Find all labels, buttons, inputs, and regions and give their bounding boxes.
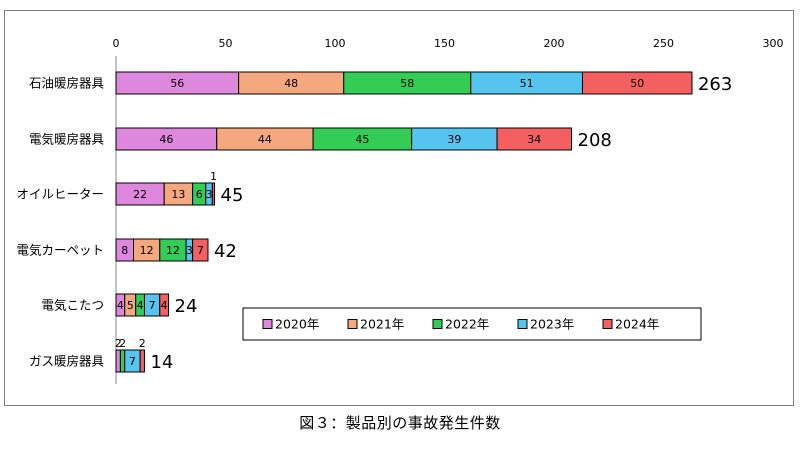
- segment-value-label: 46: [159, 133, 173, 146]
- segment-value-label: 12: [140, 244, 154, 257]
- segment-value-label: 58: [400, 77, 414, 90]
- bar-segment: [119, 349, 126, 373]
- category-label: 電気暖房器具: [29, 132, 105, 147]
- x-axis: 0 50 100 150 200 250 300: [113, 37, 784, 384]
- x-tick-label: 150: [434, 37, 455, 50]
- figure-caption: 図３：製品別の事故発生件数: [299, 414, 501, 432]
- legend-swatch: [517, 319, 528, 329]
- total-value-label: 208: [578, 130, 612, 151]
- legend: 2020年 2021年 2022年 2023年 2024年: [242, 307, 702, 341]
- segment-value-label: 1: [210, 170, 217, 183]
- segment-value-label: 2: [139, 337, 146, 350]
- segment-value-label: 4: [161, 299, 168, 312]
- segment-value-label: 2: [115, 337, 122, 350]
- x-tick-label: 50: [219, 37, 233, 50]
- legend-swatch: [432, 319, 443, 329]
- total-value-label: 24: [175, 296, 198, 317]
- category-label: ガス暖房器具: [29, 354, 105, 369]
- legend-swatch: [602, 319, 613, 329]
- bar-segment: [211, 182, 216, 206]
- x-tick-label: 100: [325, 37, 346, 50]
- category-label: 電気カーペット: [16, 243, 104, 258]
- legend-box: [242, 307, 702, 341]
- segment-value-label: 3: [186, 244, 193, 257]
- total-value-label: 14: [150, 352, 173, 373]
- segment-value-label: 7: [149, 299, 156, 312]
- segment-value-label: 2: [119, 337, 126, 350]
- x-tick-label: 250: [653, 37, 674, 50]
- segment-value-label: 44: [258, 133, 272, 146]
- legend-entry: 2021年: [360, 317, 404, 332]
- total-value-label: 263: [698, 74, 732, 95]
- segment-value-label: 4: [137, 299, 144, 312]
- segment-value-label: 56: [170, 77, 184, 90]
- bar-segment: [139, 349, 145, 373]
- segment-value-label: 7: [197, 244, 204, 257]
- x-tick-label: 0: [113, 37, 120, 50]
- bar-segment: [581, 71, 693, 95]
- category-label: 石油暖房器具: [29, 76, 105, 91]
- segment-value-label: 8: [121, 244, 128, 257]
- segment-value-label: 13: [171, 188, 185, 201]
- bar-segment: [115, 349, 121, 373]
- segment-value-label: 3: [206, 188, 213, 201]
- total-value-label: 45: [221, 185, 244, 206]
- segment-value-label: 50: [630, 77, 644, 90]
- category-label: オイルヒーター: [16, 187, 104, 202]
- legend-entry: 2022年: [445, 317, 489, 332]
- legend-entry: 2024年: [615, 317, 659, 332]
- legend-entry: 2020年: [275, 317, 319, 332]
- segment-value-label: 39: [447, 133, 461, 146]
- bar-segment: [496, 127, 573, 151]
- segment-value-label: 12: [166, 244, 180, 257]
- legend-swatch: [262, 319, 273, 329]
- segment-value-label: 51: [520, 77, 534, 90]
- x-tick-label: 300: [763, 37, 784, 50]
- segment-value-label: 5: [127, 299, 134, 312]
- segment-value-label: 45: [355, 133, 369, 146]
- segment-value-label: 6: [196, 188, 203, 201]
- segment-value-label: 34: [527, 133, 541, 146]
- segment-value-label: 48: [284, 77, 298, 90]
- segment-value-label: 4: [117, 299, 124, 312]
- bar-segment: [192, 238, 209, 262]
- category-label: 電気こたつ: [41, 298, 104, 313]
- legend-entry: 2023年: [530, 317, 574, 332]
- legend-swatch: [347, 319, 358, 329]
- total-value-label: 42: [214, 241, 237, 262]
- segment-value-label: 22: [133, 188, 147, 201]
- bar-segment: [159, 293, 170, 317]
- x-tick-label: 200: [544, 37, 565, 50]
- segment-value-label: 7: [129, 355, 136, 368]
